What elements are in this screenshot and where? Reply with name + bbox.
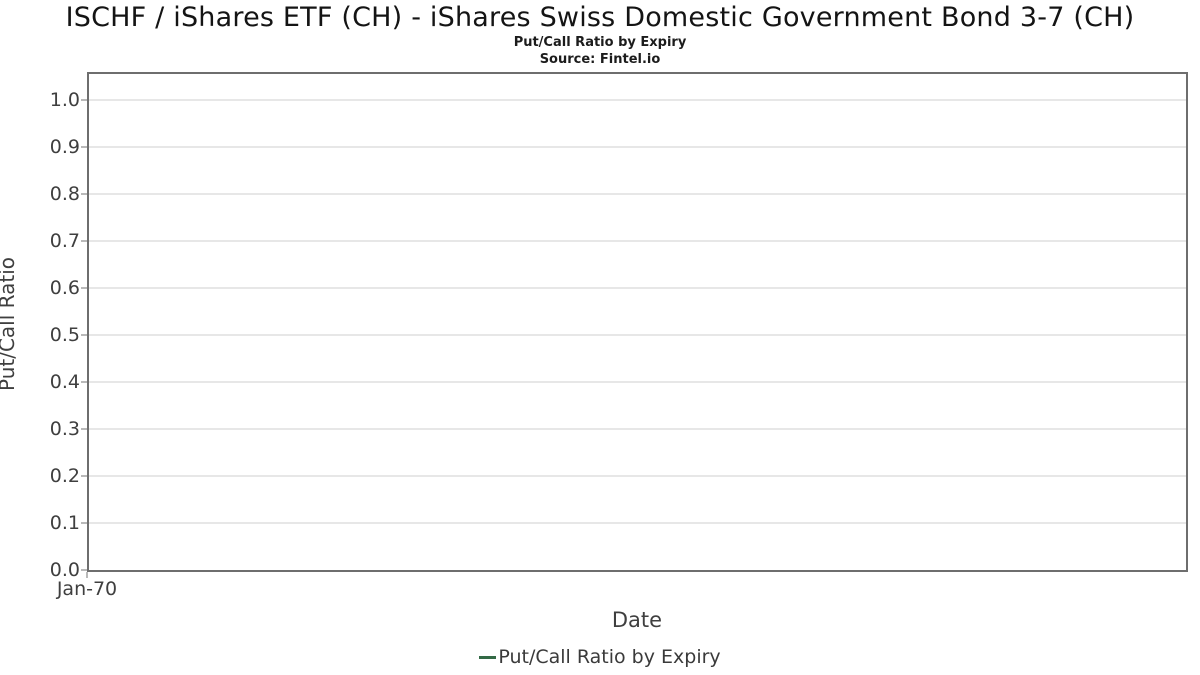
- y-tick-mark: [81, 334, 87, 336]
- gridline: [89, 146, 1186, 148]
- gridline: [89, 240, 1186, 242]
- y-tick-mark: [81, 287, 87, 289]
- gridline: [89, 381, 1186, 383]
- legend-item-put-call-ratio[interactable]: Put/Call Ratio by Expiry: [479, 646, 721, 668]
- y-tick-label: 0.4: [49, 371, 80, 393]
- gridline: [89, 522, 1186, 524]
- y-tick-mark: [81, 569, 87, 571]
- gridline: [89, 99, 1186, 101]
- y-tick-mark: [81, 381, 87, 383]
- y-tick-label: 0.1: [49, 512, 80, 534]
- y-tick-label: 0.2: [49, 465, 80, 487]
- y-tick-mark: [81, 522, 87, 524]
- plot-area: [87, 72, 1188, 572]
- gridline: [89, 334, 1186, 336]
- y-axis-label: Put/Call Ratio: [0, 257, 19, 392]
- y-tick-mark: [81, 240, 87, 242]
- legend-line-icon: [479, 655, 497, 659]
- y-tick-mark: [81, 99, 87, 101]
- x-axis-label: Date: [611, 608, 663, 632]
- y-tick-label: 0.9: [49, 136, 80, 158]
- y-tick-label: 0.5: [49, 324, 80, 346]
- y-tick-mark: [81, 193, 87, 195]
- y-tick-mark: [81, 428, 87, 430]
- y-tick-label: 1.0: [49, 89, 80, 111]
- gridline: [89, 428, 1186, 430]
- x-tick-label: Jan-70: [56, 578, 118, 600]
- chart-subtitle: Put/Call Ratio by Expiry: [513, 35, 687, 50]
- x-tick-mark: [86, 572, 88, 578]
- y-tick-label: 0.7: [49, 230, 80, 252]
- gridline: [89, 287, 1186, 289]
- y-tick-label: 0.6: [49, 277, 80, 299]
- legend: Put/Call Ratio by Expiry: [0, 646, 1200, 668]
- y-tick-label: 0.3: [49, 418, 80, 440]
- y-tick-mark: [81, 146, 87, 148]
- y-tick-label: 0.8: [49, 183, 80, 205]
- chart-title: ISCHF / iShares ETF (CH) - iShares Swiss…: [65, 2, 1135, 33]
- y-tick-mark: [81, 475, 87, 477]
- legend-label: Put/Call Ratio by Expiry: [498, 646, 721, 668]
- y-tick-label: 0.0: [49, 559, 80, 581]
- gridline: [89, 193, 1186, 195]
- chart-source: Source: Fintel.io: [539, 52, 661, 67]
- gridline: [89, 475, 1186, 477]
